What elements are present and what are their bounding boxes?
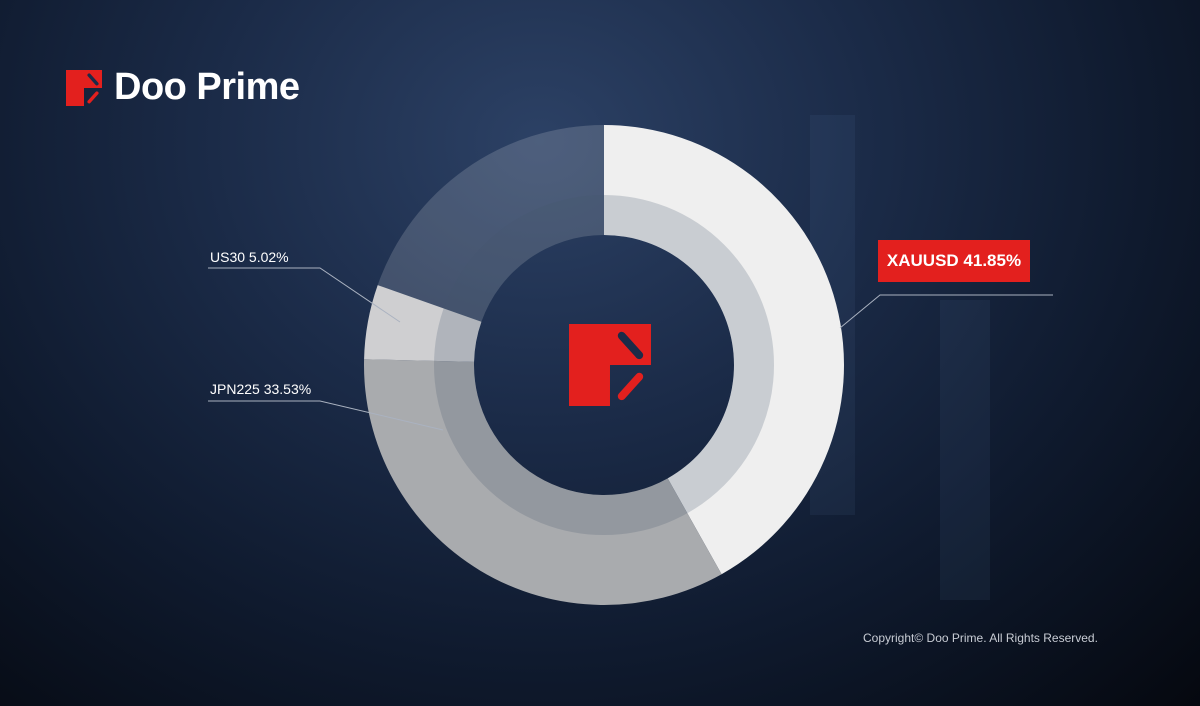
data-label-xauusd: XAUUSD 41.85% <box>878 240 1030 282</box>
background-bar <box>940 300 990 600</box>
leader-line-xauusd <box>839 294 1053 329</box>
donut-slice-us30 <box>364 285 482 362</box>
doo-prime-logo-icon <box>66 69 102 106</box>
center-logo-icon <box>569 324 651 406</box>
leader-line-us30 <box>208 267 401 323</box>
donut-slice-jpn225 <box>364 359 722 606</box>
data-label-jpn225: JPN225 33.53% <box>210 381 312 397</box>
brand-name: Doo Prime <box>114 66 300 108</box>
data-label-us30: US30 5.02% <box>210 249 289 265</box>
inner-band <box>434 195 774 535</box>
leader-line-jpn225 <box>208 400 444 431</box>
brand-logo: Doo Prime <box>66 66 300 109</box>
donut-slice-xauusd <box>604 125 845 575</box>
donut-slice-other <box>377 125 604 322</box>
copyright-text: Copyright© Doo Prime. All Rights Reserve… <box>863 631 1098 645</box>
